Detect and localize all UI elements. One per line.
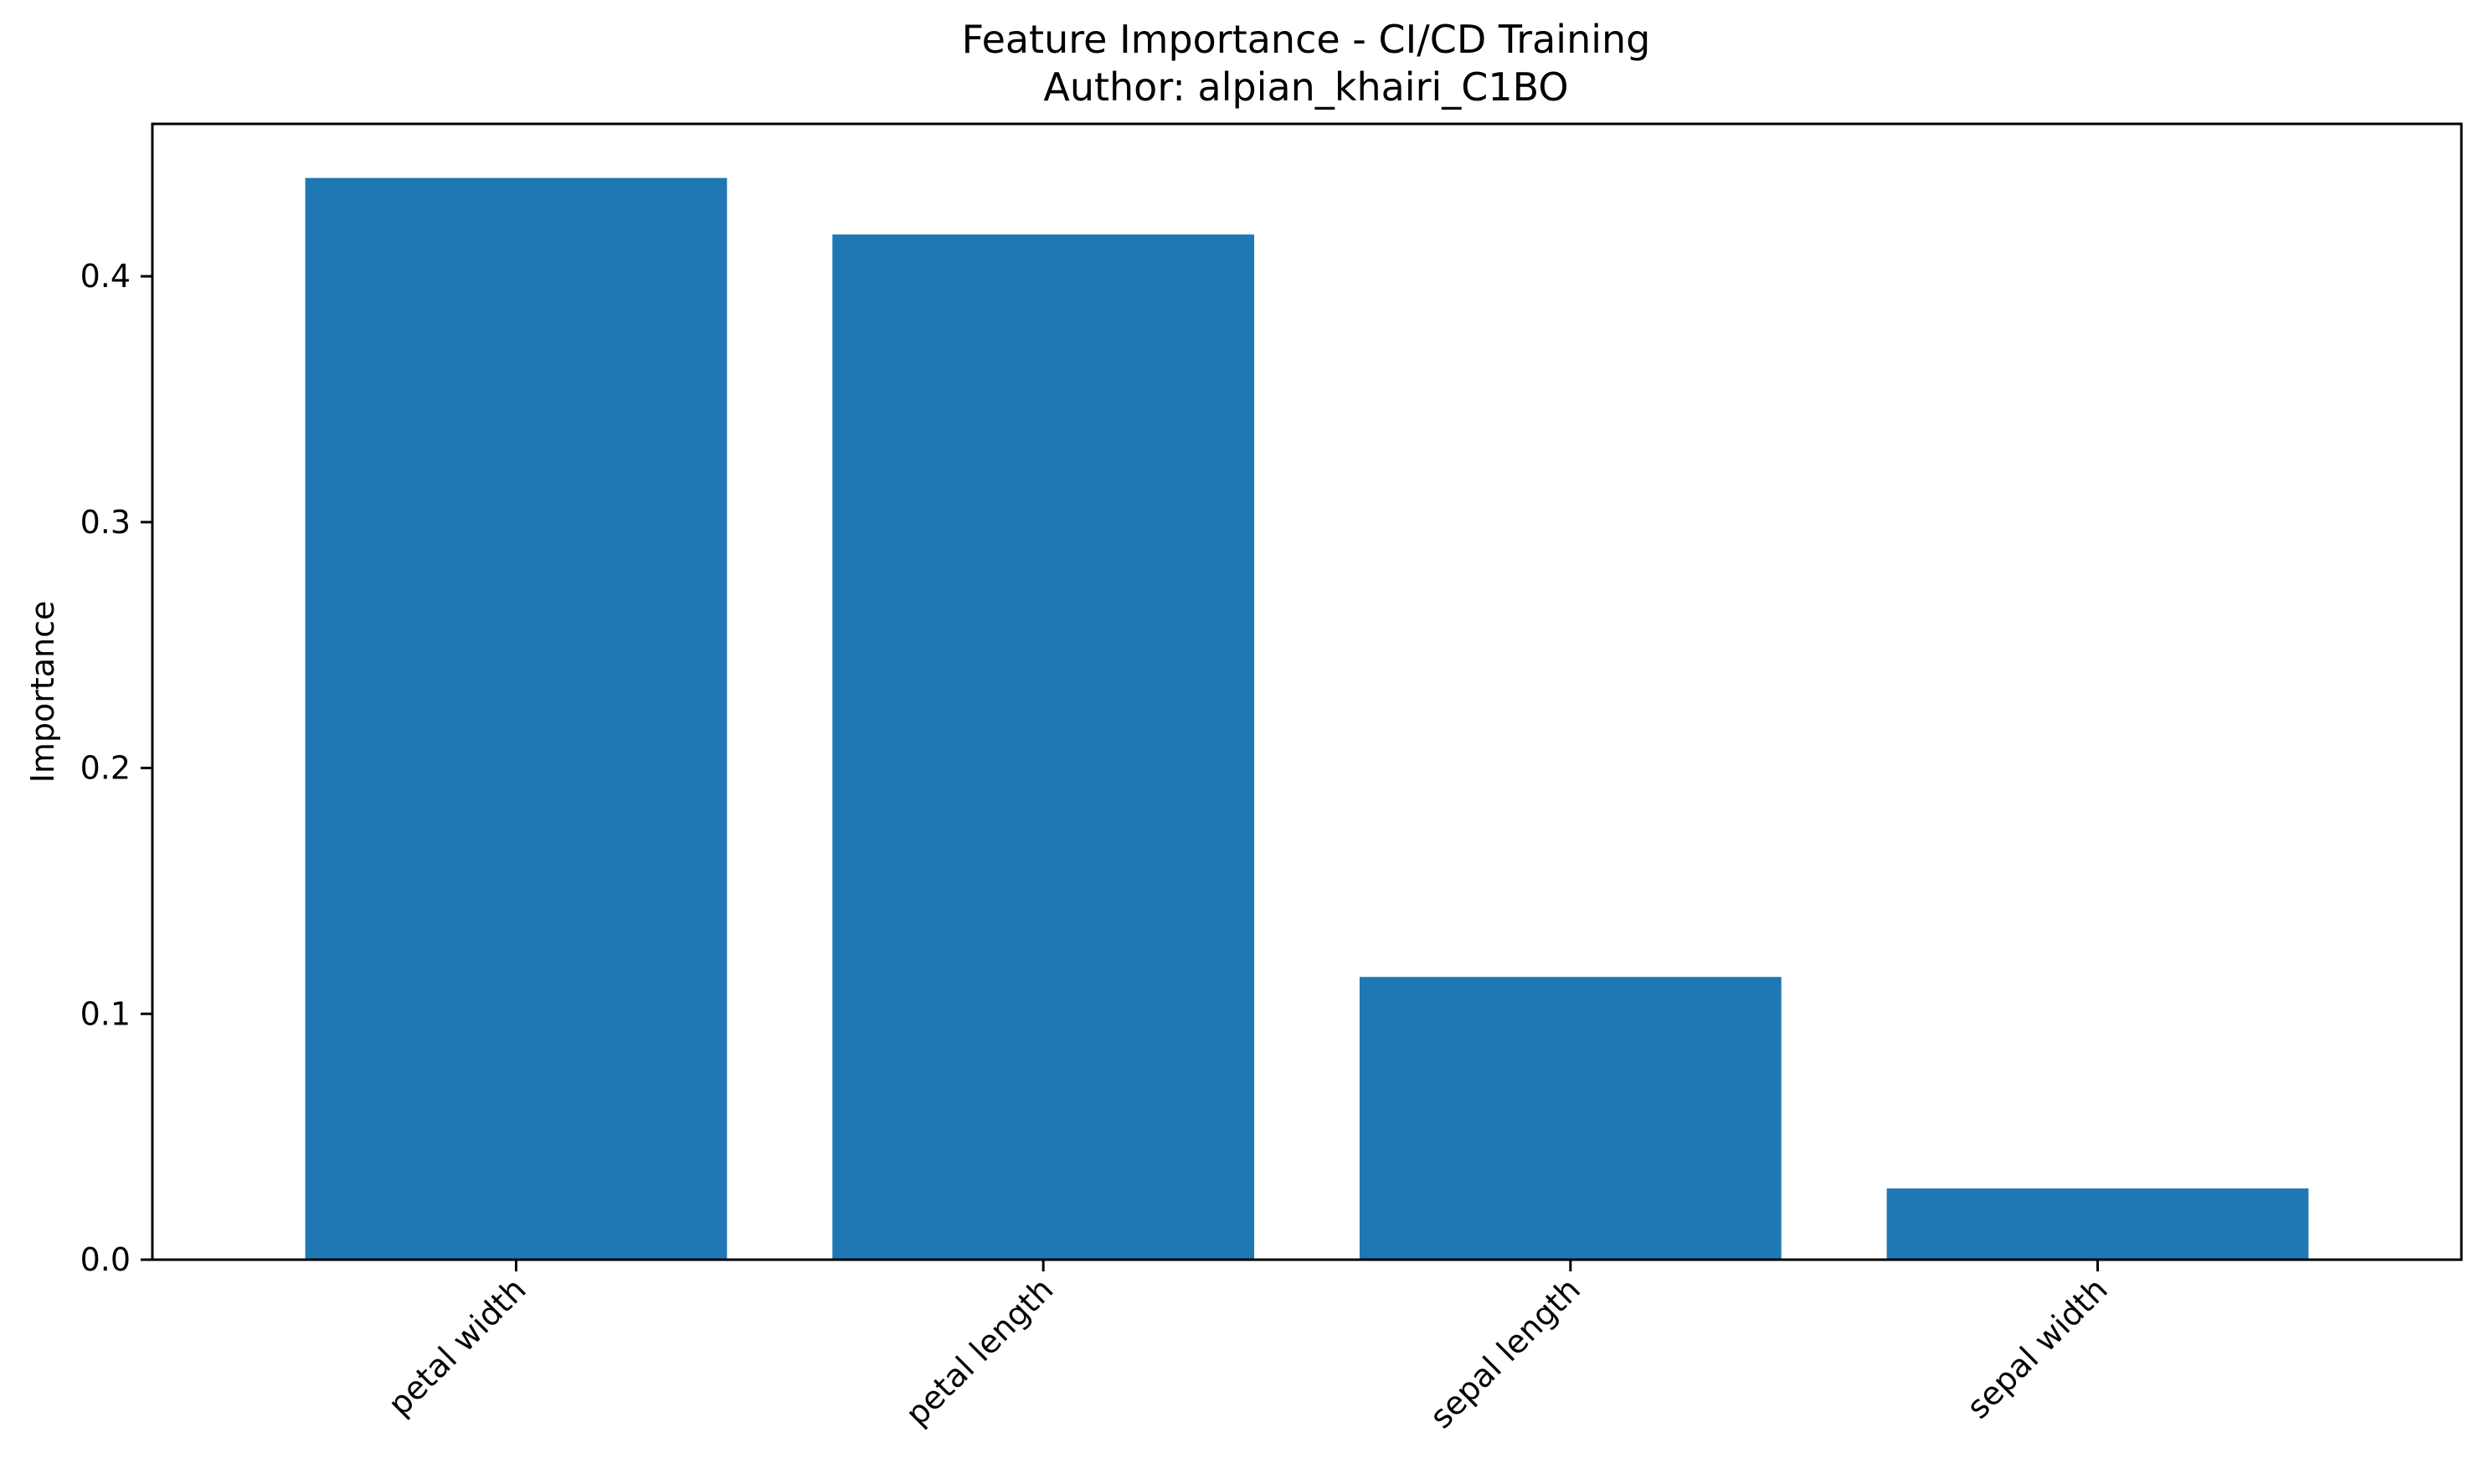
y-axis-ticks: 0.0 0.1 0.2 0.3 0.4 [80, 258, 152, 1278]
bars-group [305, 177, 2309, 1261]
bar-sepal-width [1886, 1188, 2309, 1260]
x-tick-label: petal length [898, 1271, 1060, 1432]
bar-petal-width [305, 177, 728, 1261]
y-tick-label: 0.3 [80, 504, 131, 541]
bar-petal-length [832, 234, 1255, 1261]
y-tick-label: 0.0 [80, 1241, 131, 1278]
chart-subtitle: Author: alpian_khairi_C1BO [1043, 64, 1568, 110]
x-tick-label: petal width [381, 1271, 533, 1423]
plot-area-frame [151, 122, 2463, 1261]
x-tick-label: sepal width [1960, 1271, 2115, 1425]
chart-title: Feature Importance - CI/CD Training [962, 17, 1651, 62]
x-axis-ticks: petal width petal length sepal length sepal… [381, 1260, 2115, 1435]
y-axis-label: Importance [24, 601, 61, 783]
bar-sepal-length [1359, 977, 1782, 1260]
y-tick-label: 0.4 [80, 258, 131, 295]
y-tick-label: 0.1 [80, 995, 131, 1032]
x-tick-label: sepal length [1422, 1271, 1587, 1435]
y-tick-label: 0.2 [80, 750, 131, 787]
